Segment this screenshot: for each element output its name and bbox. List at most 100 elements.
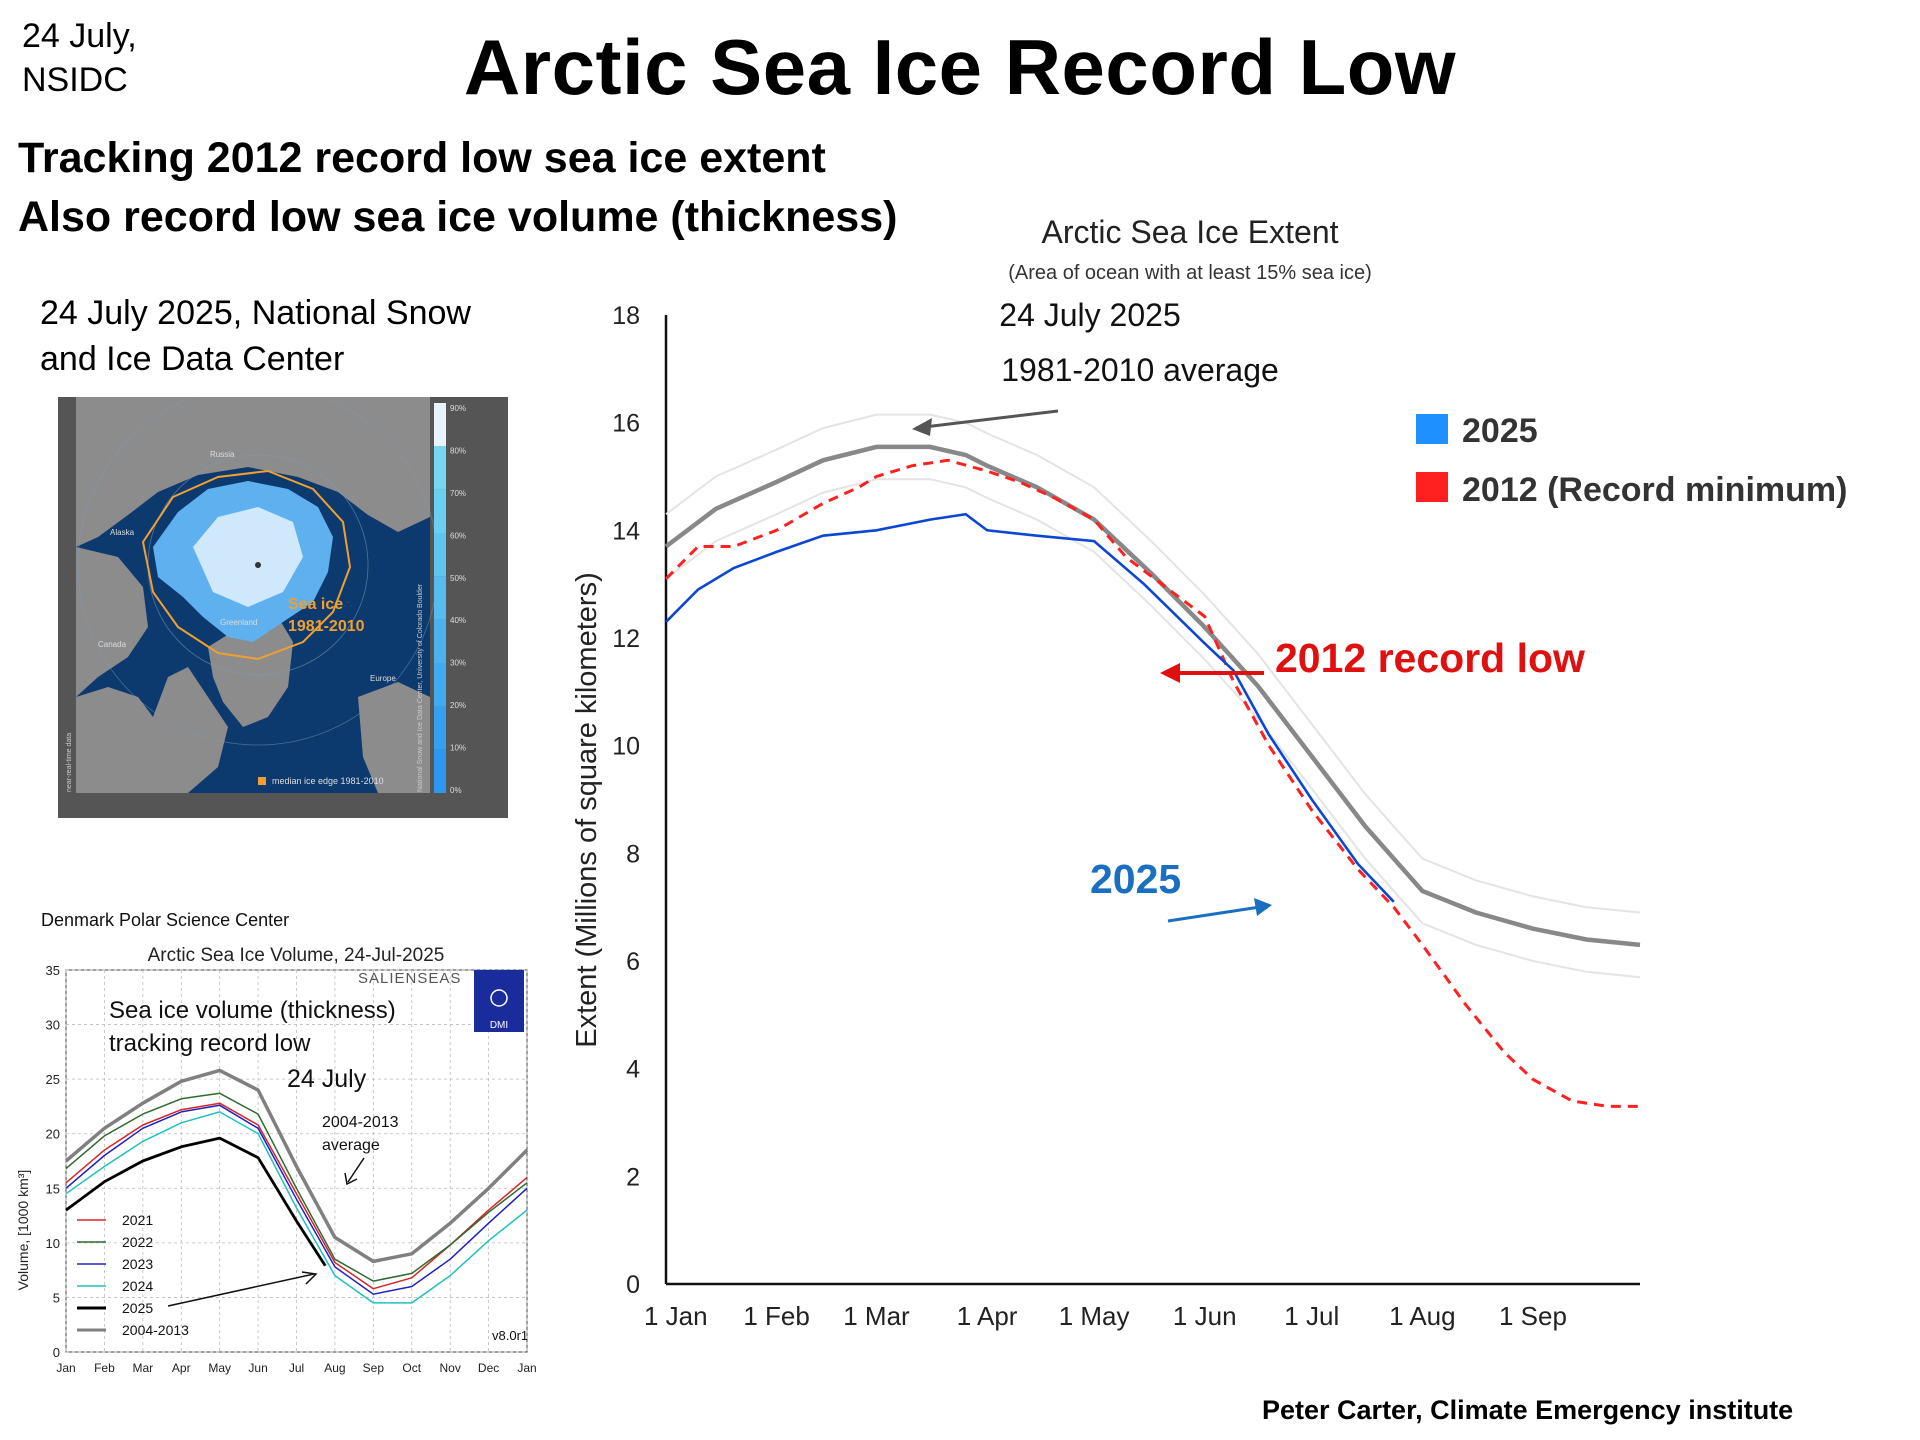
volume-2025-arrow (167, 1273, 315, 1307)
extent-y-tick-12: 12 (612, 625, 640, 653)
volume-x-tick-11: Dec (478, 1361, 499, 1375)
map-colorbar-step (434, 706, 446, 750)
volume-x-tick-9: Oct (402, 1361, 421, 1375)
extent-y-tick-10: 10 (612, 733, 640, 761)
map-land-russia (76, 397, 430, 547)
map-label-russia: Russia (210, 450, 235, 459)
legend-swatch-2025 (1416, 414, 1448, 444)
legend-label-2025: 2025 (1462, 412, 1538, 450)
volume-grid (65, 969, 528, 1353)
map-colorbar-step (434, 489, 446, 533)
map-label-sea-ice-line2: 1981-2010 (288, 618, 365, 635)
corner-note-line2: NSIDC (22, 61, 128, 99)
sea-ice-map: Russia Alaska Canada Greenland Europe Se… (58, 397, 508, 818)
map-land-greenland (208, 617, 293, 727)
map-colorbar-tick: 30% (450, 659, 466, 668)
map-colorbar-step (434, 619, 446, 663)
extent-series-2012 (664, 458, 1640, 1108)
map-colorbar-tick: 80% (450, 446, 466, 455)
volume-y-tick-5: 5 (53, 1290, 60, 1305)
map-colorbar-step (434, 576, 446, 620)
volume-series (64, 1068, 529, 1304)
map-colorbar-tick: 90% (450, 404, 466, 413)
volume-y-tick-15: 15 (46, 1181, 60, 1196)
volume-x-tick-2: Mar (132, 1361, 153, 1375)
volume-x-tick-8: Sep (363, 1361, 385, 1375)
extent-x-tick-1-aug: 1 Aug (1389, 1301, 1456, 1331)
dmi-logo (474, 970, 524, 1032)
volume-avg-line2: average (322, 1137, 380, 1154)
current-arrow-head (1254, 898, 1272, 916)
extent-annotation-average: 1981-2010 average (1001, 352, 1279, 388)
extent-y-tick-8: 8 (626, 840, 640, 868)
subtitle-line2: Also record low sea ice volume (thicknes… (18, 193, 898, 241)
volume-y-tick-35: 35 (46, 963, 60, 978)
map-colorbar-tick: 10% (450, 744, 466, 753)
volume-series-2024 (65, 1111, 528, 1304)
extent-chart-subtitle: (Area of ocean with at least 15% sea ice… (1008, 262, 1372, 284)
map-colorbar-tick: 0% (450, 786, 462, 795)
volume-y-tick-20: 20 (46, 1127, 60, 1142)
map-sea-ice-core (193, 507, 303, 607)
map-label-greenland: Greenland (220, 618, 257, 627)
extent-x-tick-1-mar: 1 Mar (843, 1301, 910, 1331)
map-colorbar-tick: 70% (450, 489, 466, 498)
extent-chart-title: Arctic Sea Ice Extent (1041, 214, 1339, 250)
volume-x-tick-10: Nov (439, 1361, 460, 1375)
extent-y-tick-16: 16 (612, 410, 640, 438)
legend-swatch-2012 (1416, 472, 1448, 502)
extent-series-2025 (665, 512, 1395, 903)
corner-note: 24 July, NSIDC (22, 14, 222, 102)
volume-legend: 2021 2022 2023 2024 2025 2004-2013 (77, 1212, 189, 1338)
extent-x-tick-1-jul: 1 Jul (1284, 1301, 1339, 1331)
corner-note-line1: 24 July, (22, 17, 137, 55)
dmi-logo-crown-icon (490, 989, 508, 1007)
map-land-alaska (76, 547, 148, 697)
map-label-alaska: Alaska (110, 528, 135, 537)
volume-series-2025 (65, 1136, 327, 1267)
map-side-note-left: near-real-time data (66, 733, 73, 792)
extent-y-tick-2: 2 (626, 1163, 640, 1191)
map-colorbar: 90% 80% 70% 60% 50% 40% 30% 20% 10% 0% (434, 403, 466, 795)
volume-y-tick-0: 0 (53, 1345, 60, 1360)
volume-title: Arctic Sea Ice Volume, 24-Jul-2025 (148, 945, 445, 966)
extent-y-tick-14: 14 (612, 517, 640, 545)
average-arrow-head (912, 418, 932, 436)
map-colorbar-step (434, 446, 446, 490)
volume-avg-arrow (347, 1157, 365, 1183)
map-colorbar-step (434, 403, 446, 447)
volume-x-tick-6: Jul (289, 1361, 304, 1375)
volume-chart: Denmark Polar Science Center Arctic Sea … (15, 910, 537, 1375)
extent-y-tick-4: 4 (626, 1056, 640, 1084)
extent-annotation-date: 24 July 2025 (999, 297, 1180, 333)
record-arrow-head (1160, 663, 1180, 683)
map-land-canada (76, 667, 228, 793)
map-label-sea-ice-line1: Sea ice (288, 596, 343, 613)
map-median-edge (141, 469, 352, 661)
extent-x-tick-1-jun: 1 Jun (1173, 1301, 1237, 1331)
map-land-europe (358, 682, 430, 793)
extent-x-tick-1-feb: 1 Feb (743, 1301, 810, 1331)
volume-series-2004-2013 (64, 1068, 529, 1264)
volume-x-tick-0: Jan (56, 1361, 75, 1375)
extent-x-tick-1-may: 1 May (1059, 1301, 1130, 1331)
map-colorbar-tick: 60% (450, 531, 466, 540)
average-arrow (915, 409, 1059, 430)
volume-x-tick-1: Feb (94, 1361, 115, 1375)
map-label-europe: Europe (370, 674, 396, 683)
map-colorbar-step (434, 749, 446, 793)
volume-x-tick-3: Apr (172, 1361, 191, 1375)
extent-y-tick-6: 6 (626, 948, 640, 976)
extent-x-tick-1-sep: 1 Sep (1499, 1301, 1567, 1331)
extent-x-tick-1-jan: 1 Jan (644, 1301, 708, 1331)
extent-annotation-2025: 2025 (1090, 856, 1181, 902)
map-label-canada: Canada (98, 640, 127, 649)
volume-legend-label-2025: 2025 (122, 1300, 153, 1316)
volume-note-line1: Sea ice volume (thickness) (109, 997, 396, 1024)
map-caption-line1: 24 July 2025, National Snow (40, 294, 471, 332)
volume-note-line2: tracking record low (109, 1030, 311, 1057)
map-colorbar-tick: 50% (450, 574, 466, 583)
map-colorbar-tick: 20% (450, 701, 466, 710)
extent-chart: 0 2 4 6 8 10 12 14 16 18 1 Jan 1 Feb 1 Mar 1 Apr 1 May… (571, 297, 1847, 1331)
